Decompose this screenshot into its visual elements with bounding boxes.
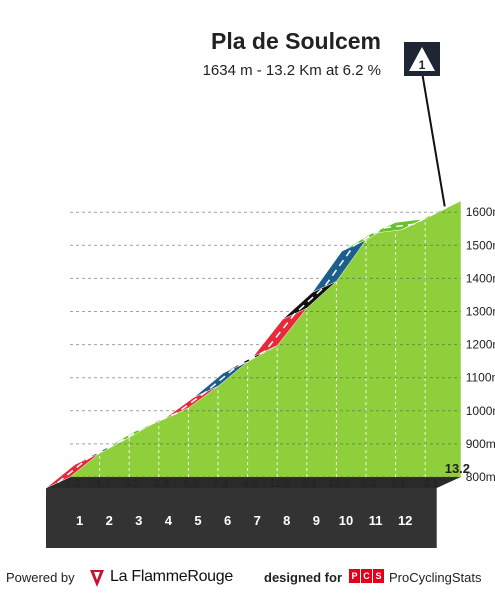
km-tick-label: 2 — [106, 513, 113, 528]
gradient-label: 6.5 — [184, 478, 199, 490]
pcs-logo-icon: P C S — [349, 569, 384, 583]
gradient-label: 7.2 — [65, 478, 80, 490]
km-tick-label: 12 — [398, 513, 412, 528]
km-tick-label: 3 — [135, 513, 142, 528]
gradient-label: 4.7 — [95, 478, 110, 490]
y-tick-label: 1500m — [466, 238, 495, 252]
gradient-label: 3.1 — [423, 478, 438, 490]
profile-area — [70, 200, 461, 478]
lfr-flame-icon — [90, 570, 104, 587]
pcs-brand-name[interactable]: ProCyclingStats — [389, 570, 482, 585]
km-tick-label: 10 — [339, 513, 353, 528]
y-tick-label: 800m — [466, 470, 495, 484]
footer: Powered by La FlammeRouge designed for P… — [0, 566, 495, 592]
gradient-label: 11.3 — [270, 478, 291, 490]
km-tick-label: 7 — [254, 513, 261, 528]
km-tick-label: 9 — [313, 513, 320, 528]
gradient-label: 5.3 — [361, 478, 376, 490]
mountain-icon — [409, 47, 435, 71]
gradient-label: 4.9 — [243, 478, 258, 490]
summit-category-label: 1 — [419, 58, 426, 72]
km-tick-label: 5 — [194, 513, 201, 528]
gradient-label: 5.2 — [124, 478, 139, 490]
summit-pole — [421, 71, 446, 207]
gradient-label: 3.8 — [154, 478, 169, 490]
distance-end-label: 13.2 — [445, 461, 470, 476]
lfr-brand-name[interactable]: La FlammeRouge — [110, 568, 233, 585]
climb-subtitle: 1634 m - 13.2 Km at 6.2 % — [202, 62, 381, 79]
y-tick-label: 1000m — [466, 404, 495, 418]
gradient-label: 12.5 — [328, 478, 349, 490]
y-tick-label: 900m — [466, 437, 495, 451]
elevation-profile-chart: 800m900m1000m1100m1200m1300m1400m1500m16… — [45, 42, 495, 548]
y-tick-label: 1600m — [466, 205, 495, 219]
pcs-letter: C — [361, 569, 372, 583]
base-band — [46, 488, 437, 548]
road-center-line — [57, 205, 450, 484]
pcs-letter: P — [349, 569, 360, 583]
y-tick-label: 1200m — [466, 338, 495, 352]
y-tick-label: 1100m — [466, 371, 495, 385]
climb-title: Pla de Soulcem — [210, 28, 381, 54]
gradient-label: 8.1 — [302, 478, 317, 490]
base-band-top — [46, 477, 461, 488]
y-tick-label: 1400m — [466, 271, 495, 285]
designed-for-label: designed for — [264, 570, 343, 585]
pcs-letter: S — [373, 569, 384, 583]
gradient-label: 7.4 — [213, 478, 228, 490]
powered-by-label: Powered by — [6, 570, 75, 585]
km-tick-label: 1 — [76, 513, 83, 528]
y-tick-label: 1300m — [466, 305, 495, 319]
km-tick-label: 6 — [224, 513, 231, 528]
km-tick-label: 8 — [283, 513, 290, 528]
km-tick-label: 11 — [369, 513, 383, 528]
gradient-label: 1.1 — [391, 478, 406, 490]
km-tick-label: 4 — [165, 513, 173, 528]
